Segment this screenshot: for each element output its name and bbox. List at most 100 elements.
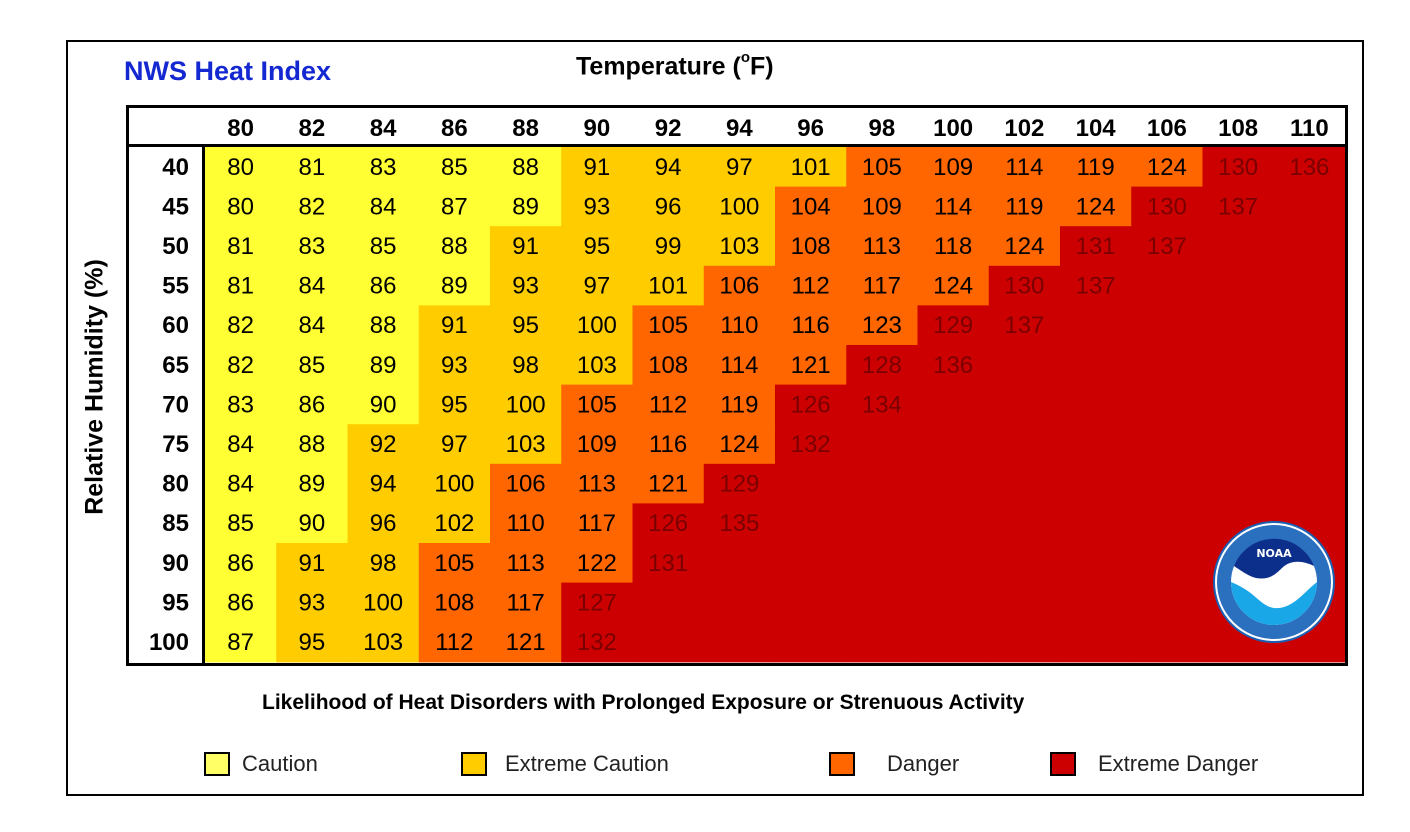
heat-value: 103: [719, 233, 759, 260]
heat-cell: [632, 463, 705, 504]
heat-cell: [205, 186, 277, 227]
heat-cell: [561, 582, 634, 623]
legend-extreme-danger: Extreme Danger: [1050, 750, 1258, 778]
heat-cell: [276, 424, 349, 465]
heat-cell: [561, 265, 634, 306]
heat-cell: [917, 463, 990, 504]
heat-value: 137: [1218, 193, 1258, 220]
heat-value: 91: [299, 550, 326, 577]
heat-cell: [988, 147, 1061, 188]
heat-value: 116: [791, 312, 829, 339]
heat-cell: [1060, 543, 1132, 584]
heat-cell: [988, 265, 1061, 306]
heat-cell: [846, 503, 919, 544]
heat-cell: [632, 384, 705, 425]
heat-cell: [703, 582, 776, 623]
heat-cell: [775, 265, 847, 306]
heat-value: 105: [862, 154, 902, 181]
heat-value: 87: [227, 629, 254, 656]
heat-cell: [846, 345, 919, 386]
heat-value: 106: [506, 471, 546, 498]
heat-cell: [276, 265, 349, 306]
legend-caution: Caution: [204, 750, 318, 778]
heat-cell: [846, 424, 919, 465]
heat-cell: [917, 345, 990, 386]
heat-value: 91: [584, 154, 611, 181]
heat-cell: [205, 463, 277, 504]
humidity-tick: 80: [162, 471, 189, 498]
heat-cell: [561, 345, 634, 386]
heat-cell: [1273, 424, 1345, 465]
heat-cell: [775, 503, 847, 544]
heat-cell: [775, 226, 847, 267]
heat-cell: [347, 622, 420, 663]
heat-value: 131: [648, 550, 688, 577]
heat-value: 97: [441, 431, 468, 458]
heat-value: 85: [370, 233, 397, 260]
heat-cell: [703, 265, 776, 306]
heat-value: 98: [370, 550, 397, 577]
heat-cell: [1202, 424, 1275, 465]
heat-cell: [1273, 463, 1345, 504]
heat-value: 108: [648, 352, 688, 379]
heat-cell: [988, 503, 1061, 544]
heat-value: 134: [862, 391, 902, 418]
heat-value: 117: [578, 510, 616, 537]
heat-cell: [561, 463, 634, 504]
heat-value: 119: [720, 391, 758, 418]
heat-cell: [775, 424, 847, 465]
heat-value: 95: [441, 391, 468, 418]
heat-cell: [418, 424, 491, 465]
heat-value: 83: [227, 391, 254, 418]
temperature-tick: 84: [370, 115, 397, 142]
heat-cell: [490, 265, 562, 306]
heat-value: 93: [299, 589, 326, 616]
heat-value: 84: [227, 431, 254, 458]
heat-cell: [276, 345, 349, 386]
heat-cell: [490, 384, 562, 425]
heat-cell: [276, 384, 349, 425]
heat-value: 90: [299, 510, 326, 537]
heat-value: 117: [863, 273, 901, 300]
heat-value: 100: [506, 391, 546, 418]
heat-cell: [1131, 147, 1204, 188]
humidity-tick: 90: [162, 550, 189, 577]
temperature-tick: 110: [1290, 115, 1329, 142]
heat-value: 105: [648, 312, 688, 339]
heat-value: 137: [1147, 233, 1187, 260]
heat-cell: [490, 186, 562, 227]
temperature-tick: 94: [726, 115, 753, 142]
noaa-logo-text: NOAA: [1256, 547, 1292, 560]
heat-value: 105: [577, 391, 617, 418]
temperature-tick: 102: [1004, 115, 1044, 142]
heat-cell: [1202, 305, 1275, 346]
heat-value: 119: [1005, 193, 1043, 220]
heat-cell: [1273, 384, 1345, 425]
heat-value: 86: [227, 550, 254, 577]
heat-value: 89: [441, 273, 468, 300]
heat-cell: [1202, 463, 1275, 504]
heat-cell: [917, 186, 990, 227]
temperature-tick: 82: [299, 115, 326, 142]
temperature-axis-title: Temperature (oF): [576, 49, 774, 81]
heat-value: 103: [506, 431, 546, 458]
heat-value: 83: [299, 233, 326, 260]
heat-value: 103: [577, 352, 617, 379]
heat-cell: [846, 543, 919, 584]
heat-value: 81: [227, 273, 254, 300]
heat-cell: [1131, 503, 1204, 544]
heat-cell: [775, 186, 847, 227]
humidity-tick: 85: [162, 510, 189, 537]
heat-cell: [703, 503, 776, 544]
humidity-tick: 95: [162, 589, 189, 616]
heat-value: 97: [584, 273, 611, 300]
heat-cell: [632, 543, 705, 584]
heat-cell: [1060, 147, 1132, 188]
temperature-label: Temperature (: [576, 52, 741, 81]
heat-cell: [1202, 345, 1275, 386]
heat-cell: [205, 384, 277, 425]
legend-swatch-extreme-caution: [461, 752, 487, 776]
heat-index-table: 80 81 83 85 88 91 94 97 101 105 109 114 119 124 130 136…: [126, 105, 1348, 666]
heat-cell: [632, 503, 705, 544]
heat-value: 113: [578, 471, 616, 498]
